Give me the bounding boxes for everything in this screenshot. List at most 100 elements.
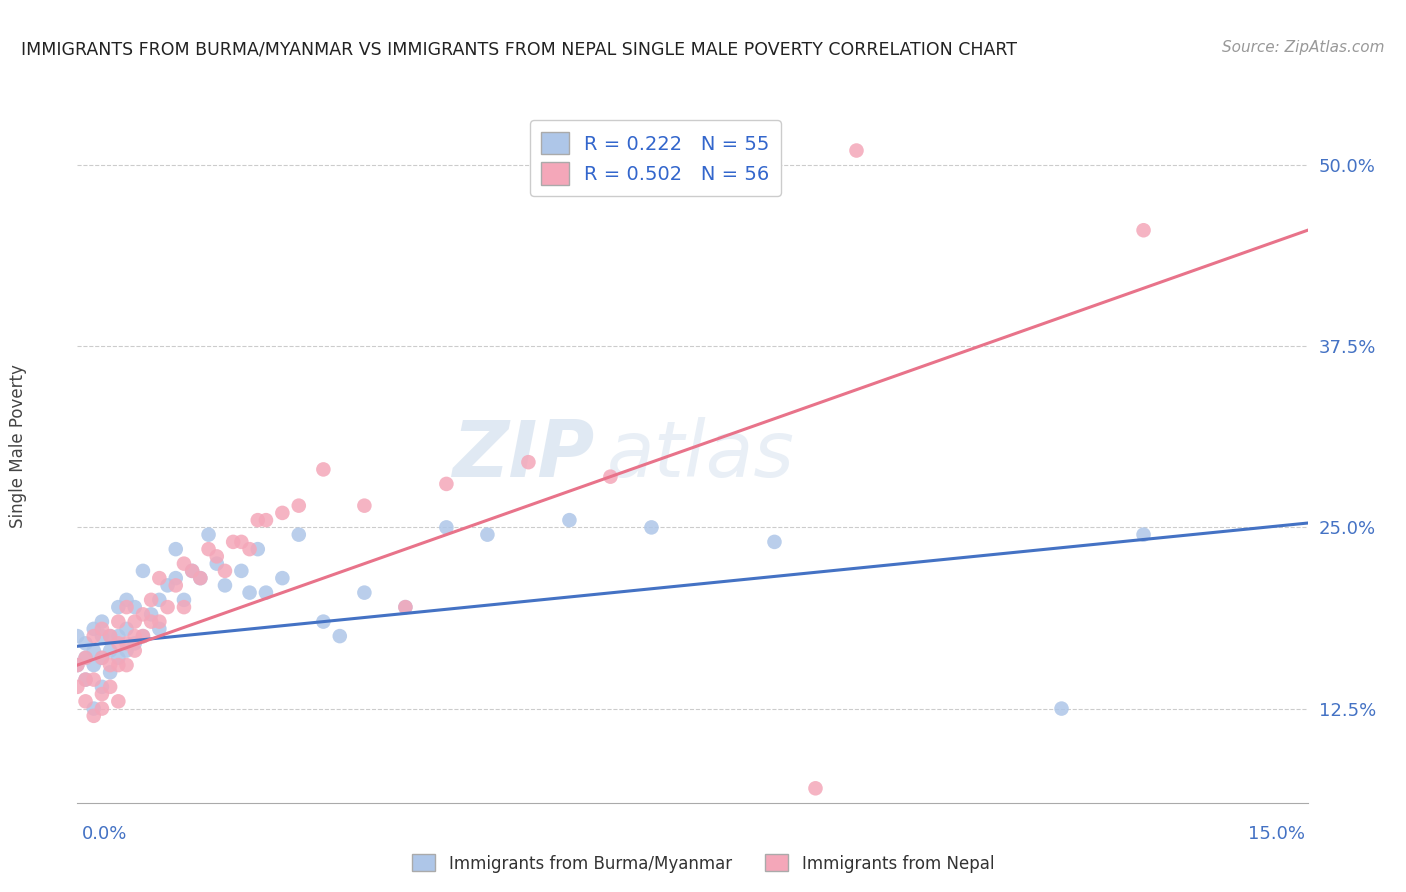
Point <box>239 542 262 557</box>
Point <box>141 615 163 629</box>
Point <box>98 643 121 657</box>
Point <box>124 615 146 629</box>
Point <box>156 578 179 592</box>
Point <box>312 462 335 476</box>
Point <box>763 535 786 549</box>
Point <box>271 571 294 585</box>
Point <box>246 513 269 527</box>
Point <box>75 673 97 687</box>
Point <box>141 607 163 622</box>
Point <box>90 680 114 694</box>
Point <box>107 651 129 665</box>
Point <box>148 592 170 607</box>
Point <box>83 673 105 687</box>
Point <box>115 622 138 636</box>
Point <box>75 651 97 665</box>
Point <box>132 629 155 643</box>
Text: ZIP: ZIP <box>451 417 595 493</box>
Text: Single Male Poverty: Single Male Poverty <box>10 364 27 528</box>
Point <box>107 636 129 650</box>
Point <box>288 527 311 541</box>
Point <box>107 615 129 629</box>
Point <box>75 673 97 687</box>
Point <box>558 513 581 527</box>
Point <box>66 680 89 694</box>
Legend: Immigrants from Burma/Myanmar, Immigrants from Nepal: Immigrants from Burma/Myanmar, Immigrant… <box>405 847 1001 880</box>
Point <box>98 665 121 680</box>
Point <box>124 600 146 615</box>
Point <box>107 600 129 615</box>
Point <box>205 557 228 571</box>
Point <box>115 658 138 673</box>
Point <box>132 607 155 622</box>
Text: 0.0%: 0.0% <box>82 825 127 843</box>
Point <box>254 513 277 527</box>
Point <box>66 658 89 673</box>
Point <box>173 600 195 615</box>
Point <box>124 629 146 643</box>
Legend: R = 0.222   N = 55, R = 0.502   N = 56: R = 0.222 N = 55, R = 0.502 N = 56 <box>530 120 782 196</box>
Point <box>165 578 187 592</box>
Point <box>90 701 114 715</box>
Point <box>75 651 97 665</box>
Point <box>75 694 97 708</box>
Point <box>271 506 294 520</box>
Text: 15.0%: 15.0% <box>1247 825 1305 843</box>
Point <box>165 571 187 585</box>
Point <box>188 571 212 585</box>
Point <box>90 622 114 636</box>
Text: IMMIGRANTS FROM BURMA/MYANMAR VS IMMIGRANTS FROM NEPAL SINGLE MALE POVERTY CORRE: IMMIGRANTS FROM BURMA/MYANMAR VS IMMIGRA… <box>21 40 1017 58</box>
Point <box>115 592 138 607</box>
Point <box>214 578 236 592</box>
Point <box>83 629 105 643</box>
Point <box>205 549 228 564</box>
Point <box>98 658 121 673</box>
Point <box>98 680 121 694</box>
Point <box>124 643 146 657</box>
Point <box>254 585 277 599</box>
Point <box>214 564 236 578</box>
Point <box>1132 527 1154 541</box>
Point <box>288 499 311 513</box>
Point <box>477 527 499 541</box>
Point <box>312 615 335 629</box>
Point <box>436 476 458 491</box>
Point <box>115 643 138 657</box>
Point <box>107 694 129 708</box>
Text: Source: ZipAtlas.com: Source: ZipAtlas.com <box>1222 40 1385 55</box>
Point <box>148 615 170 629</box>
Point <box>132 629 155 643</box>
Point <box>107 629 129 643</box>
Point <box>148 622 170 636</box>
Point <box>231 535 253 549</box>
Point <box>132 564 155 578</box>
Point <box>107 658 129 673</box>
Point <box>83 643 105 657</box>
Point <box>599 469 621 483</box>
Point <box>517 455 540 469</box>
Point <box>141 592 163 607</box>
Point <box>1050 701 1073 715</box>
Text: atlas: atlas <box>606 417 794 493</box>
Point <box>98 629 121 643</box>
Point <box>90 687 114 701</box>
Point <box>222 535 245 549</box>
Point <box>231 564 253 578</box>
Point <box>66 658 89 673</box>
Point <box>188 571 212 585</box>
Point <box>239 585 262 599</box>
Point <box>197 542 219 557</box>
Point <box>90 651 114 665</box>
Point <box>115 636 138 650</box>
Point <box>148 571 170 585</box>
Point <box>124 636 146 650</box>
Point <box>353 499 375 513</box>
Point <box>66 629 89 643</box>
Point <box>75 636 97 650</box>
Point <box>181 564 204 578</box>
Point <box>98 629 121 643</box>
Point <box>640 520 662 534</box>
Point <box>90 629 114 643</box>
Point <box>1132 223 1154 237</box>
Point <box>165 542 187 557</box>
